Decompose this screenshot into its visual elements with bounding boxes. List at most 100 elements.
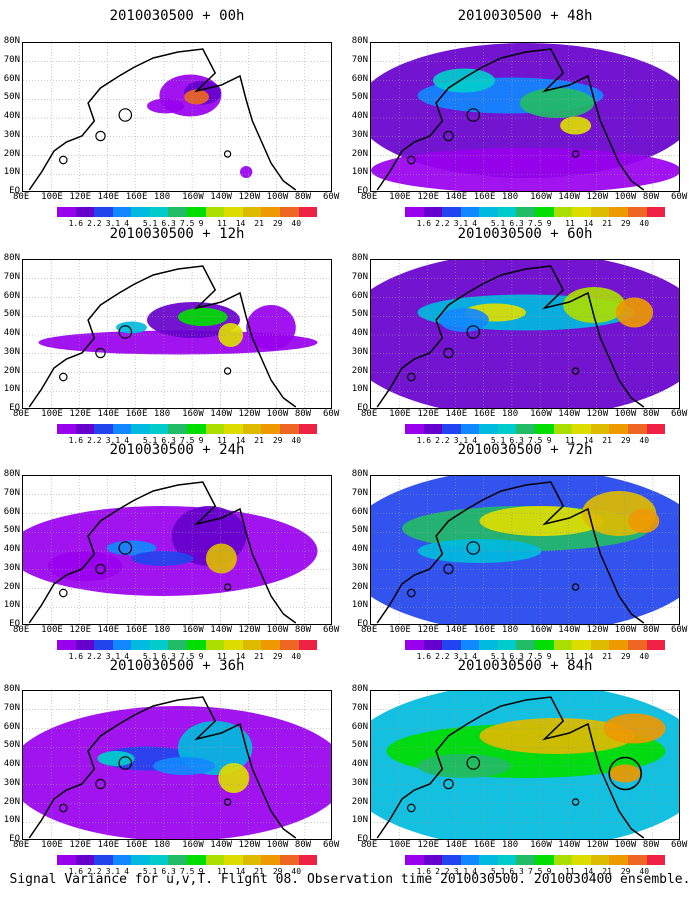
colorbar-label: 3.1 [453,652,469,661]
y-tick-label: EQ [9,403,20,413]
y-tick-label: 40N [351,759,368,769]
y-tick-label: 40N [3,328,20,338]
variance-contour [205,543,237,574]
colorbar-swatch [646,640,666,650]
y-tick-label: 60N [3,506,20,517]
colorbar-swatch [112,640,132,650]
colorbar-label: 6.3 [509,436,524,445]
colorbar-label: 5.1 [490,652,506,661]
x-tick-label: 180 [153,409,171,419]
x-tick-label: 160W [182,625,204,635]
colorbar-swatch [224,207,243,217]
variance-contour [519,88,595,118]
y-tick-label: 30N [3,562,20,573]
map-panel [22,690,332,840]
colorbar-swatch [553,855,573,865]
variance-contour [560,116,592,135]
colorbar-label: 11 [217,436,227,445]
island-outline [466,541,481,555]
colorbar-label: 21 [602,436,612,445]
colorbar-swatch [442,640,461,650]
colorbar-swatch [298,640,318,650]
colorbar-swatch [298,207,318,217]
heatmap-field [371,260,679,408]
colorbar-label: 5.1 [490,436,506,445]
colorbar-label: 7.5 [180,652,195,661]
colorbar-swatch [168,424,188,434]
colorbar-swatch [646,207,666,217]
y-tick-label: 70N [351,487,368,498]
y-tick-label: 80N [351,469,368,479]
colorbar-swatch [149,855,169,865]
y-tick-label: 10N [351,600,368,611]
map-panel [370,690,680,840]
colorbar-swatch [261,424,280,434]
heatmap-field [23,260,331,408]
colorbar-swatch [516,207,536,217]
x-tick-label: 160E [473,840,496,850]
colorbar-label: 21 [602,867,612,876]
y-tick-label: 20N [3,581,20,592]
colorbar-label: 11 [217,652,227,661]
colorbar-swatch [460,424,480,434]
y-tick-label: 50N [3,740,20,751]
colorbar-swatch [572,207,591,217]
x-tick-label: 60W [323,840,340,850]
island-outline [443,778,454,790]
colorbar-swatch [187,855,206,865]
x-tick-label: 80E [361,625,378,635]
colorbar-label: 7.5 [528,436,543,445]
y-tick-label: 30N [351,562,368,573]
map-panel [370,42,680,192]
colorbar-label: 1.6 [68,867,84,876]
colorbar-label: 29 [272,652,283,661]
colorbar-label: 2.2 [435,436,450,445]
colorbar-label: 4 [124,652,130,661]
y-tick-label: 30N [351,129,368,140]
panel-title: 2010030500 + 00h [109,8,245,24]
colorbar-label: 4 [124,867,130,876]
island-outline [571,150,580,158]
colorbar-swatch [423,424,443,434]
x-tick-label: 140W [210,192,232,202]
x-tick-label: 140W [558,192,580,202]
x-tick-label: 60W [323,409,340,419]
colorbar-swatch [609,424,628,434]
colorbar-label: 5.1 [142,652,158,661]
colorbar-label: 11 [565,219,575,228]
colorbar-swatch [131,424,150,434]
colorbar-label: 4 [124,219,130,228]
colorbar-swatch [75,207,95,217]
colorbar-swatch [405,640,424,650]
colorbar-swatch [535,424,554,434]
colorbar-swatch [168,640,188,650]
variance-contour [184,89,210,105]
variance-contour [246,305,296,350]
colorbar-swatch [405,855,424,865]
island-outline [95,130,106,142]
y-tick-label: 40N [3,759,20,769]
colorbar-swatch [405,207,424,217]
x-tick-label: 80E [361,840,378,850]
y-tick-label: 60N [351,73,368,84]
colorbar-label: 1.6 [416,867,432,876]
y-tick-label: EQ [9,834,20,844]
x-tick-label: 140E [445,192,468,202]
x-tick-label: 60W [671,409,688,419]
coastline [376,481,645,624]
colorbar-swatch [131,207,150,217]
x-tick-label: 120W [238,409,261,419]
island-outline [443,563,454,575]
colorbar-swatch [168,855,188,865]
island-outline [95,347,106,359]
variance-contour [240,166,253,178]
colorbar-label: 6.3 [161,652,176,661]
x-tick-label: 60W [671,625,688,635]
y-tick-label: 80N [3,684,20,694]
variance-contour [116,321,147,334]
colorbar-swatch [94,640,113,650]
colorbar-swatch [627,855,647,865]
colorbar-label: 29 [272,436,283,445]
x-tick-label: 120W [238,625,261,635]
colorbar [405,207,666,217]
